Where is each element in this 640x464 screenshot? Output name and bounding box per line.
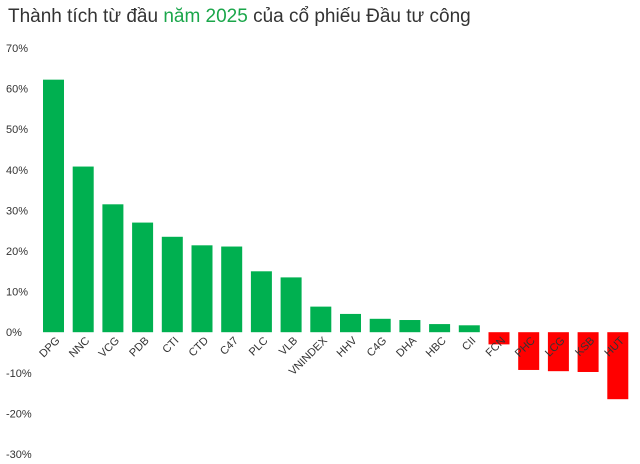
x-tick-label: DPG [37,335,62,360]
bar-nnc [72,166,94,333]
x-tick-label: HHV [335,334,360,359]
x-tick-label: CTI [160,335,181,356]
bar-vnindex [310,306,332,333]
chart-title-suffix: của cổ phiếu Đầu tư công [247,6,471,27]
y-tick-label: 0% [6,327,22,339]
x-tick-label: CII [460,335,478,353]
bar-hhv [340,313,361,333]
y-tick-label: -10% [6,368,32,380]
bar-pdb [132,222,154,333]
x-tick-label: PDB [127,335,151,359]
bar-c47 [221,246,243,333]
y-tick-label: 70% [6,43,28,55]
y-tick-label: 60% [6,84,28,96]
x-tick-label: C4G [365,335,389,359]
bar-c4g [369,318,391,333]
chart-title-highlight: năm 2025 [163,6,248,27]
y-tick-label: -30% [6,449,32,461]
bar-hut [607,332,629,400]
y-tick-label: -20% [6,408,32,420]
y-tick-label: 10% [6,287,28,299]
bar-vlb [280,277,302,333]
chart-title-prefix: Thành tích từ đầu [8,6,164,27]
x-tick-label: DHA [394,334,419,359]
chart-title: Thành tích từ đầu năm 2025 của cổ phiếu … [8,6,471,28]
x-tick-label: C47 [218,335,241,358]
bar-hbc [429,324,451,333]
bar-ctd [191,245,213,333]
bar-fcn [488,332,510,345]
bar-lcg [547,332,569,372]
x-tick-label: VLB [277,335,300,358]
bar-dpg [43,79,64,333]
bar-dha [399,320,421,333]
y-tick-label: 50% [6,124,28,136]
x-tick-label: VCG [97,335,122,360]
y-tick-label: 20% [6,246,28,258]
bar-cti [161,236,183,333]
bar-vcg [102,204,124,333]
bar-cii [458,325,480,333]
bar-phc [518,332,540,370]
bar-plc [250,271,272,333]
x-tick-label: CTD [187,335,212,360]
y-tick-label: 40% [6,165,28,177]
x-tick-label: NNC [67,335,92,360]
x-tick-label: PLC [247,335,271,359]
y-tick-label: 30% [6,205,28,217]
bar-ksb [577,332,599,372]
x-tick-label: HBC [424,335,449,360]
